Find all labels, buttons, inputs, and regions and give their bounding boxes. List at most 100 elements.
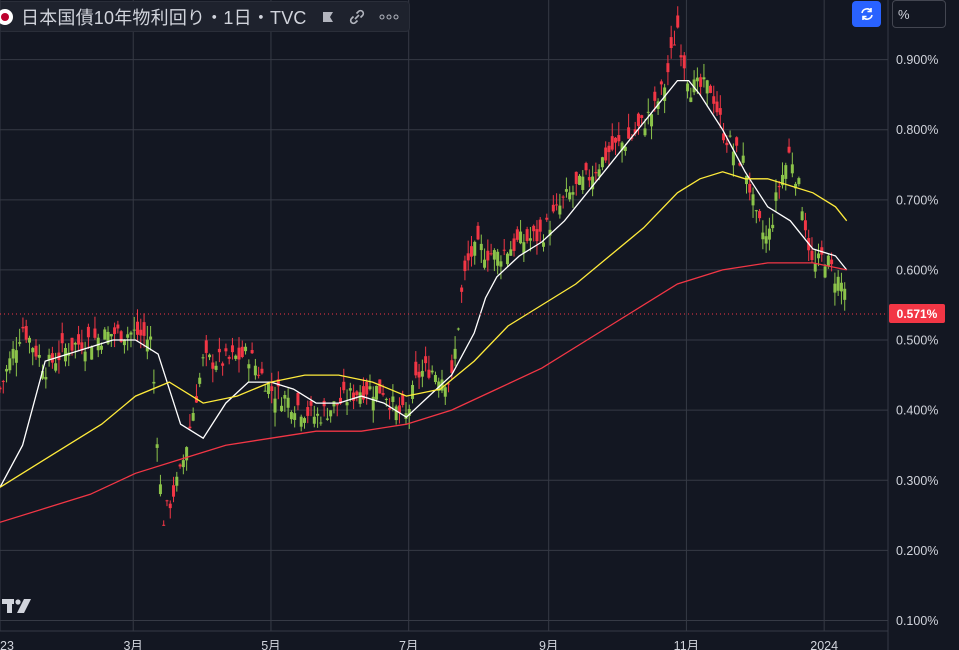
- last-price-badge: 0.571%: [889, 304, 945, 323]
- candle-body: [427, 369, 431, 378]
- candle-body: [741, 155, 745, 163]
- candle-body: [437, 381, 441, 391]
- candle-body: [528, 238, 532, 241]
- candle-body: [735, 137, 739, 146]
- candle-body: [558, 205, 562, 215]
- candle-body: [689, 97, 693, 102]
- candle-body: [774, 192, 778, 201]
- candle-body: [345, 402, 349, 406]
- candle-body: [440, 379, 444, 391]
- candle-body: [404, 413, 408, 419]
- candle-body: [725, 142, 729, 146]
- candle-body: [99, 345, 103, 350]
- x-tick-label: 7月: [399, 639, 418, 650]
- link-icon[interactable]: [349, 9, 365, 25]
- candle-body: [371, 396, 375, 411]
- candle-body: [483, 259, 487, 268]
- candle-body: [430, 370, 434, 373]
- candle-body: [37, 354, 41, 358]
- candle-body: [397, 405, 401, 413]
- candle-body: [607, 145, 611, 153]
- symbol-title[interactable]: 日本国債10年物利回り・1日・TVC: [21, 7, 307, 28]
- candle-body: [129, 332, 133, 335]
- candle-body: [473, 241, 477, 256]
- candle-body: [14, 350, 18, 363]
- candle-body: [175, 476, 179, 486]
- candle-body: [391, 396, 395, 403]
- candle-body: [352, 392, 356, 401]
- candle-body: [496, 251, 500, 266]
- candle-body: [784, 165, 788, 179]
- unit-selector[interactable]: %: [892, 0, 946, 28]
- candle-body: [149, 336, 153, 340]
- tradingview-logo[interactable]: [2, 596, 40, 619]
- candle-body: [119, 331, 123, 342]
- candle-body: [826, 255, 830, 267]
- candle-body: [299, 416, 303, 427]
- candle-body: [80, 342, 84, 351]
- candle-body: [708, 85, 712, 93]
- candle-body: [365, 381, 369, 395]
- candle-body: [244, 346, 248, 352]
- candle-body: [650, 114, 654, 127]
- candle-body: [538, 219, 542, 232]
- candle-body: [744, 175, 748, 185]
- japan-flag-icon: [0, 8, 13, 25]
- candle-body: [486, 250, 490, 261]
- flag-icon[interactable]: [321, 10, 335, 24]
- candle-body: [90, 346, 94, 360]
- candle-body: [77, 334, 81, 345]
- candle-body: [240, 346, 244, 358]
- candle-body: [381, 393, 385, 395]
- candle-body: [368, 386, 372, 390]
- candle-body: [214, 365, 218, 370]
- candle-body: [522, 242, 526, 253]
- candle-body: [109, 333, 113, 337]
- auto-scale-button[interactable]: [852, 1, 881, 27]
- candle-body: [479, 243, 483, 251]
- candle-body: [443, 387, 447, 397]
- candle-body: [158, 484, 162, 495]
- candle-body: [60, 333, 64, 344]
- candle-body: [126, 334, 130, 338]
- candle-body: [839, 282, 843, 292]
- candle-body: [106, 331, 110, 344]
- candle-body: [70, 337, 74, 351]
- candle-body: [830, 259, 834, 265]
- candle-body: [532, 225, 536, 232]
- candle-body: [211, 362, 215, 369]
- candle-body: [286, 397, 290, 408]
- moving-average-ma_mid: [0, 171, 848, 488]
- candle-body: [758, 211, 762, 219]
- candle-body: [289, 412, 293, 420]
- candle-body: [325, 418, 329, 420]
- candle-body: [384, 398, 388, 400]
- candle-body: [247, 364, 251, 369]
- candle-body: [355, 391, 359, 396]
- candle-body: [659, 81, 663, 85]
- candle-body: [1, 380, 5, 382]
- x-tick-label: 5月: [261, 639, 280, 650]
- y-tick-label: 0.700%: [896, 193, 938, 207]
- candle-body: [152, 381, 156, 384]
- y-tick-label: 0.100%: [896, 614, 938, 628]
- candle-body: [263, 390, 267, 392]
- x-tick-label: 2023: [0, 639, 14, 650]
- candle-body: [185, 447, 189, 461]
- candle-body: [777, 186, 781, 188]
- candle-body: [545, 217, 549, 220]
- candle-body: [414, 361, 418, 376]
- candle-body: [433, 375, 437, 383]
- symbol-header: 日本国債10年物利回り・1日・TVC: [0, 1, 410, 32]
- candle-body: [411, 384, 415, 399]
- candle-body: [600, 157, 604, 168]
- candle-body: [273, 398, 277, 413]
- candle-body: [122, 339, 126, 346]
- candle-body: [728, 135, 732, 137]
- y-tick-label: 0.800%: [896, 123, 938, 137]
- more-options-icon[interactable]: [379, 14, 399, 20]
- candle-body: [797, 178, 801, 185]
- candle-body: [505, 253, 509, 265]
- candle-body: [266, 382, 270, 394]
